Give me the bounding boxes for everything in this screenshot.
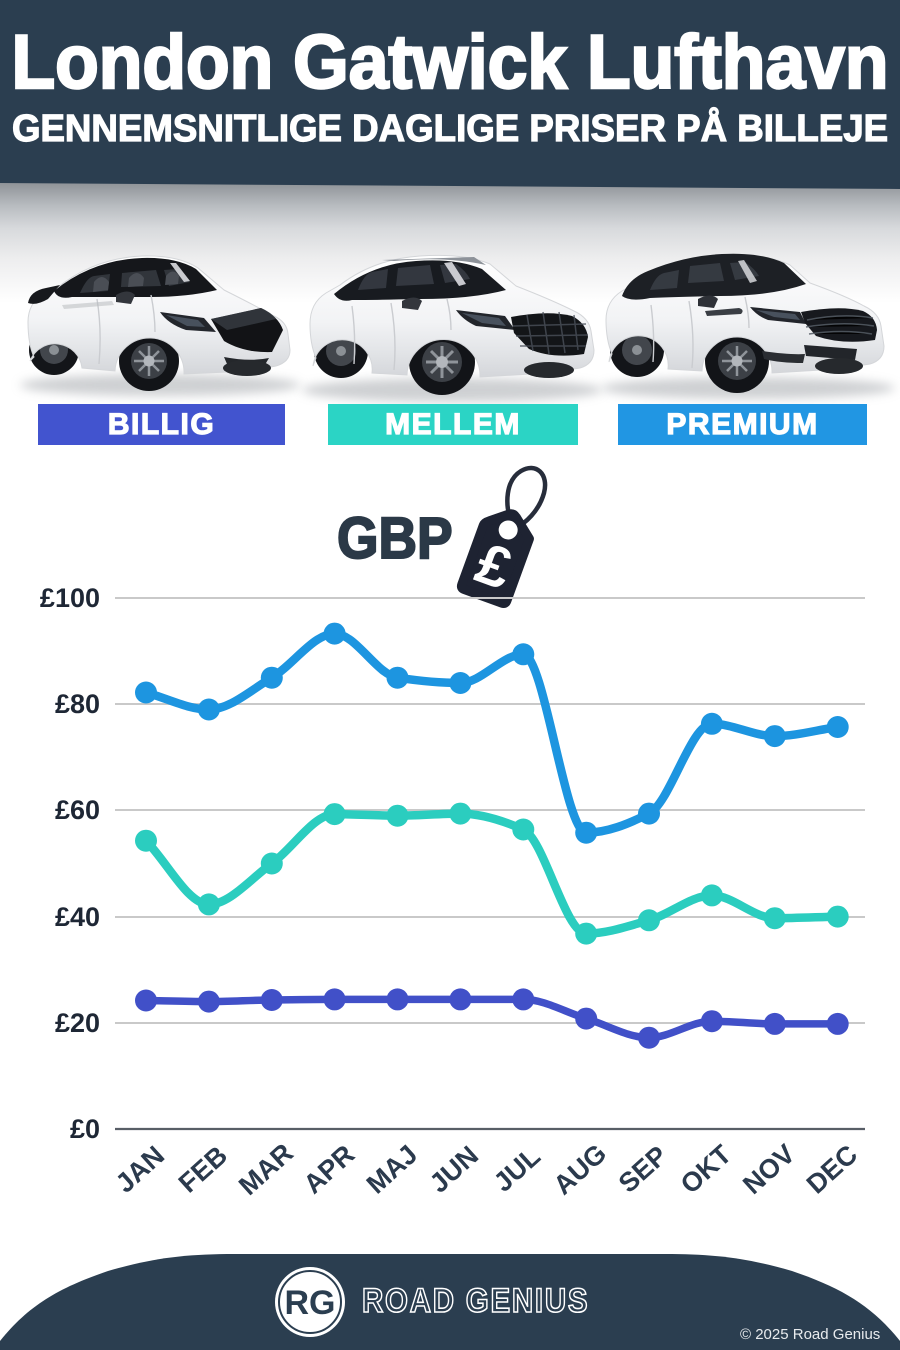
svg-text:SEP: SEP bbox=[613, 1140, 673, 1198]
svg-text:NOV: NOV bbox=[737, 1139, 801, 1200]
svg-text:JAN: JAN bbox=[110, 1140, 170, 1198]
svg-text:AUG: AUG bbox=[548, 1138, 613, 1200]
svg-text:JUN: JUN bbox=[424, 1140, 484, 1198]
svg-text:RG: RG bbox=[285, 1284, 336, 1322]
svg-text:JUL: JUL bbox=[488, 1141, 546, 1197]
svg-text:£100: £100 bbox=[40, 583, 100, 613]
svg-text:DEC: DEC bbox=[801, 1139, 863, 1199]
svg-text:£20: £20 bbox=[55, 1008, 100, 1038]
svg-text:MAJ: MAJ bbox=[361, 1139, 423, 1199]
svg-text:£40: £40 bbox=[55, 902, 100, 932]
svg-text:MAR: MAR bbox=[233, 1138, 299, 1201]
svg-text:£60: £60 bbox=[55, 795, 100, 825]
svg-text:£80: £80 bbox=[55, 689, 100, 719]
svg-text:£0: £0 bbox=[70, 1114, 100, 1144]
svg-text:OKT: OKT bbox=[675, 1139, 738, 1200]
svg-text:APR: APR bbox=[298, 1139, 360, 1199]
svg-text:FEB: FEB bbox=[173, 1140, 233, 1198]
